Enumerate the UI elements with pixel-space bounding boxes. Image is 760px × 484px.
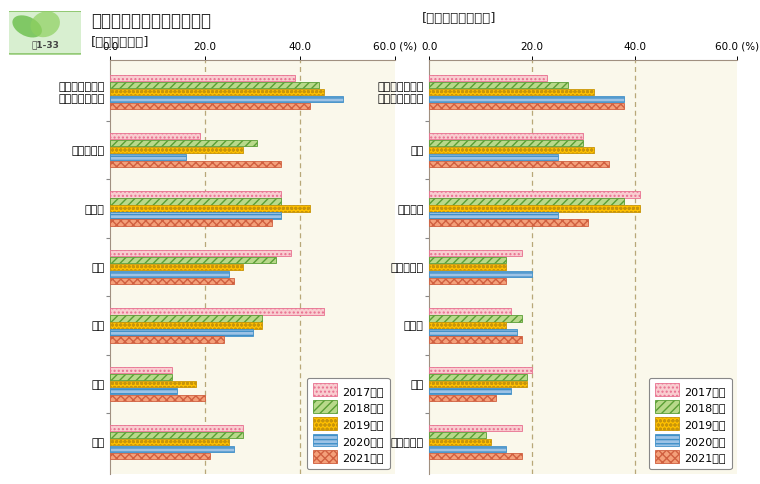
Bar xyxy=(110,220,272,227)
Bar xyxy=(429,264,506,271)
Bar xyxy=(429,96,624,103)
Bar xyxy=(110,257,277,264)
Bar xyxy=(110,446,234,453)
Bar xyxy=(110,141,258,147)
Text: [理工・農系の職員]: [理工・農系の職員] xyxy=(422,12,496,25)
Bar xyxy=(429,453,521,459)
Bar xyxy=(110,367,172,373)
Bar xyxy=(110,103,310,110)
Bar xyxy=(429,446,506,453)
Bar xyxy=(110,134,201,140)
Bar xyxy=(429,278,506,285)
Bar xyxy=(110,432,243,439)
Ellipse shape xyxy=(12,16,42,38)
Bar xyxy=(110,330,252,336)
Bar xyxy=(429,395,496,401)
Bar xyxy=(429,250,521,257)
Bar xyxy=(110,336,224,343)
Bar xyxy=(110,250,290,257)
Bar xyxy=(110,76,296,82)
Bar xyxy=(429,162,609,168)
Bar xyxy=(110,439,229,445)
Bar xyxy=(429,90,594,96)
Bar xyxy=(429,220,588,227)
Text: [法文系の職員]: [法文系の職員] xyxy=(91,36,150,49)
Bar xyxy=(429,336,521,343)
Bar xyxy=(110,322,262,329)
Bar xyxy=(110,388,176,394)
Bar xyxy=(110,381,196,387)
Bar xyxy=(110,278,234,285)
Bar xyxy=(110,90,324,96)
Text: 図1-33: 図1-33 xyxy=(31,40,59,49)
Text: 周囲の優秀な学生の就職先: 周囲の優秀な学生の就職先 xyxy=(91,12,211,30)
Bar xyxy=(110,192,281,198)
Bar xyxy=(429,367,532,373)
Bar xyxy=(429,316,521,322)
Ellipse shape xyxy=(30,12,60,38)
Bar xyxy=(110,308,324,315)
Bar xyxy=(429,308,511,315)
Bar xyxy=(429,76,547,82)
Bar xyxy=(429,206,640,212)
Bar xyxy=(110,374,172,380)
Bar xyxy=(429,103,624,110)
Bar xyxy=(110,206,310,212)
Bar xyxy=(110,395,205,401)
Bar xyxy=(429,439,491,445)
Bar xyxy=(110,453,210,459)
FancyBboxPatch shape xyxy=(6,12,84,55)
Bar xyxy=(429,271,532,278)
Legend: 2017年度, 2018年度, 2019年度, 2020年度, 2021年度: 2017年度, 2018年度, 2019年度, 2020年度, 2021年度 xyxy=(649,378,732,469)
Bar xyxy=(110,316,262,322)
Bar xyxy=(429,199,624,205)
Bar xyxy=(429,257,506,264)
Bar xyxy=(429,330,517,336)
Bar xyxy=(110,162,281,168)
Bar xyxy=(110,154,186,161)
Bar xyxy=(110,213,281,219)
Bar xyxy=(429,154,558,161)
Bar xyxy=(429,141,584,147)
Bar xyxy=(429,322,506,329)
Bar xyxy=(110,199,281,205)
Bar xyxy=(429,388,511,394)
Bar xyxy=(429,374,527,380)
Bar xyxy=(429,82,568,89)
Bar xyxy=(429,148,594,154)
Legend: 2017年度, 2018年度, 2019年度, 2020年度, 2021年度: 2017年度, 2018年度, 2019年度, 2020年度, 2021年度 xyxy=(307,378,390,469)
Bar xyxy=(429,432,486,439)
Bar xyxy=(429,192,640,198)
Bar xyxy=(429,213,558,219)
Bar xyxy=(110,271,229,278)
Bar xyxy=(110,425,243,432)
Bar xyxy=(110,148,243,154)
Bar xyxy=(110,82,319,89)
Bar xyxy=(110,96,343,103)
Bar xyxy=(429,425,521,432)
Bar xyxy=(429,381,527,387)
Bar xyxy=(110,264,243,271)
Bar xyxy=(429,134,584,140)
